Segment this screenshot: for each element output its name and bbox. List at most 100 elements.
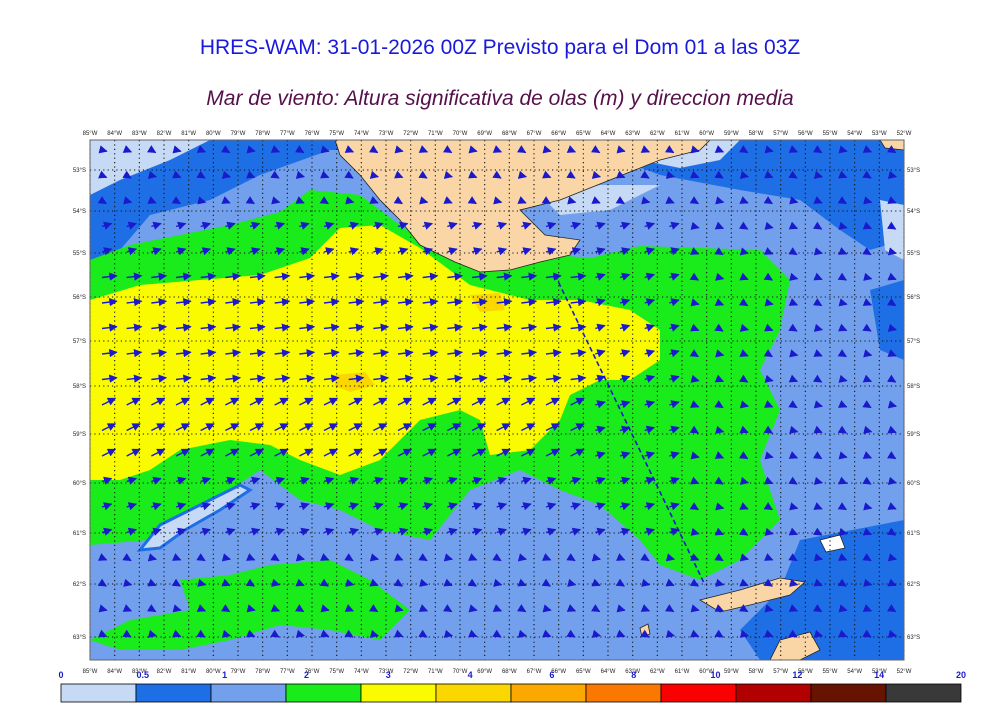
direction-arrow bbox=[789, 578, 799, 587]
longitude-label: 70°W bbox=[453, 131, 468, 137]
direction-arrow bbox=[299, 448, 314, 457]
direction-arrow bbox=[690, 553, 700, 561]
longitude-label: 69°W bbox=[477, 669, 492, 675]
direction-arrow bbox=[422, 527, 434, 536]
field-0.5-1m-ne bbox=[620, 140, 904, 250]
direction-arrow bbox=[595, 476, 606, 485]
direction-arrow bbox=[641, 578, 651, 587]
direction-arrow bbox=[320, 604, 330, 613]
direction-arrow bbox=[348, 323, 365, 332]
direction-arrow bbox=[348, 374, 365, 383]
direction-arrow bbox=[299, 348, 316, 358]
direction-arrow bbox=[126, 297, 143, 307]
direction-arrow bbox=[344, 629, 354, 638]
direction-arrow bbox=[517, 196, 527, 204]
direction-arrow bbox=[443, 553, 453, 562]
longitude-label: 54°W bbox=[847, 669, 862, 675]
direction-arrow bbox=[468, 170, 478, 179]
direction-arrow bbox=[271, 578, 281, 587]
direction-arrow bbox=[640, 145, 651, 153]
direction-arrow bbox=[570, 476, 582, 485]
direction-arrow bbox=[521, 502, 532, 511]
direction-arrow bbox=[496, 374, 513, 383]
direction-arrow bbox=[320, 145, 330, 154]
direction-arrow bbox=[151, 221, 162, 230]
direction-arrow bbox=[669, 527, 680, 536]
colorbar-tick-label: 2 bbox=[304, 670, 309, 680]
longitude-label: 83°W bbox=[132, 131, 147, 137]
direction-arrow bbox=[738, 374, 749, 383]
colorbar-swatch bbox=[360, 683, 437, 703]
longitude-label: 78°W bbox=[255, 131, 270, 137]
direction-arrow bbox=[274, 221, 286, 230]
longitude-label: 58°W bbox=[749, 669, 764, 675]
direction-arrow bbox=[274, 247, 286, 256]
direction-arrow bbox=[496, 476, 508, 485]
direction-arrow bbox=[373, 374, 390, 383]
direction-arrow bbox=[887, 349, 897, 357]
direction-arrow bbox=[763, 272, 773, 281]
direction-arrow bbox=[669, 323, 680, 332]
land-elephant-island bbox=[819, 534, 846, 553]
direction-arrow bbox=[669, 502, 680, 511]
direction-arrow bbox=[175, 448, 191, 457]
direction-arrow bbox=[246, 145, 256, 154]
direction-arrow bbox=[471, 397, 487, 406]
longitude-label: 60°W bbox=[699, 131, 714, 137]
direction-arrow bbox=[442, 604, 453, 613]
direction-arrow bbox=[175, 374, 192, 383]
direction-arrow bbox=[323, 423, 339, 432]
direction-arrow bbox=[200, 221, 212, 230]
direction-arrow bbox=[151, 423, 166, 432]
direction-arrow bbox=[419, 578, 429, 587]
direction-arrow bbox=[122, 145, 133, 153]
direction-arrow bbox=[887, 502, 897, 510]
direction-arrow bbox=[570, 323, 587, 332]
direction-arrow bbox=[542, 145, 552, 154]
direction-arrow bbox=[200, 348, 217, 358]
direction-arrow bbox=[471, 374, 488, 383]
direction-arrow bbox=[126, 423, 141, 432]
direction-arrow bbox=[471, 297, 488, 307]
direction-arrow bbox=[788, 553, 798, 562]
direction-arrow bbox=[521, 423, 536, 432]
direction-arrow bbox=[616, 604, 626, 613]
direction-arrow bbox=[863, 196, 873, 205]
direction-arrow bbox=[615, 578, 625, 587]
direction-arrow bbox=[393, 196, 403, 205]
axis-labels: 85°W 85°W 84°W 84°W 83°W 83°W 82°W 82°W 81°W 81°W… bbox=[73, 131, 920, 675]
direction-arrow bbox=[320, 553, 330, 561]
direction-arrow bbox=[516, 604, 527, 613]
longitude-label: 62°W bbox=[650, 669, 665, 675]
direction-arrow bbox=[764, 145, 774, 154]
direction-arrow bbox=[197, 578, 207, 587]
direction-arrow bbox=[245, 578, 255, 587]
direction-arrow bbox=[492, 604, 503, 612]
direction-arrow bbox=[126, 374, 143, 383]
direction-arrow bbox=[101, 527, 113, 536]
direction-arrow bbox=[101, 297, 118, 307]
direction-arrow bbox=[468, 145, 478, 154]
direction-arrow bbox=[496, 527, 508, 536]
direction-arrow bbox=[570, 502, 582, 511]
direction-arrow bbox=[299, 247, 310, 256]
direction-arrow bbox=[225, 374, 242, 383]
longitude-label: 85°W bbox=[83, 669, 98, 675]
direction-arrow bbox=[344, 145, 355, 153]
direction-arrow bbox=[590, 145, 601, 154]
direction-arrow bbox=[619, 349, 631, 358]
field-4-6m-patch1 bbox=[335, 372, 375, 392]
direction-arrow bbox=[98, 553, 108, 561]
colorbar-tick-label: 4 bbox=[468, 670, 473, 680]
direction-arrow bbox=[323, 397, 339, 406]
direction-arrow bbox=[299, 397, 314, 406]
direction-arrow bbox=[764, 476, 774, 485]
direction-arrow bbox=[270, 145, 281, 153]
direction-arrow bbox=[225, 247, 236, 256]
direction-arrow bbox=[813, 629, 823, 638]
direction-arrow bbox=[887, 272, 897, 281]
direction-arrow bbox=[274, 348, 291, 358]
colorbar-swatch bbox=[285, 683, 362, 703]
longitude-label: 52°W bbox=[897, 131, 912, 137]
direction-arrow bbox=[471, 527, 483, 536]
